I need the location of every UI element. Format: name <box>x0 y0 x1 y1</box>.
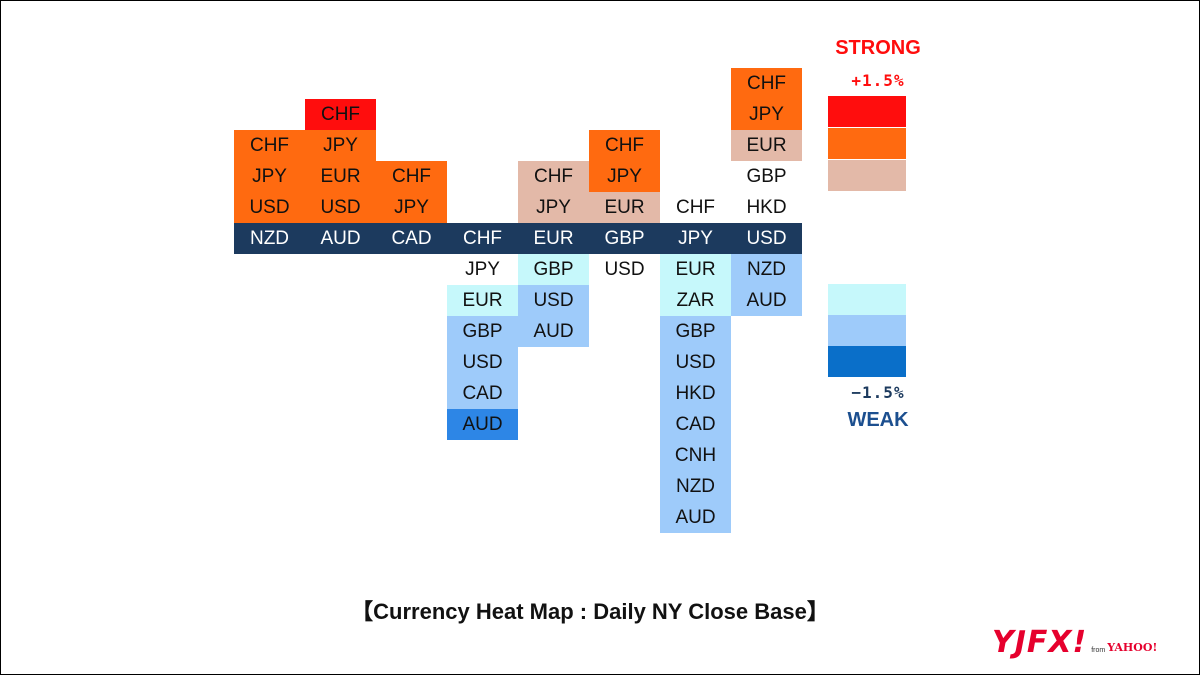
cell-eur-chf: CHF <box>518 161 589 192</box>
legend-swatch-strong-1 <box>828 96 906 127</box>
base-cell-jpy: JPY <box>660 223 731 254</box>
base-cell-eur: EUR <box>518 223 589 254</box>
cell-jpy-cnh: CNH <box>660 440 731 471</box>
cell-chf-aud: AUD <box>447 409 518 440</box>
yjfx-logo: YJFX! from YAHOO! <box>992 626 1182 658</box>
cell-usd-eur: EUR <box>731 130 802 161</box>
cell-jpy-cad: CAD <box>660 409 731 440</box>
base-cell-chf: CHF <box>447 223 518 254</box>
cell-jpy-usd: USD <box>660 347 731 378</box>
logo-from: from <box>1091 647 1106 654</box>
legend-weak-value: −1.5% <box>851 383 905 402</box>
cell-cad-chf: CHF <box>376 161 447 192</box>
base-cell-aud: AUD <box>305 223 376 254</box>
cell-cad-jpy: JPY <box>376 192 447 223</box>
cell-chf-eur: EUR <box>447 285 518 316</box>
legend-swatch-strong-2 <box>828 128 906 159</box>
base-cell-gbp: GBP <box>589 223 660 254</box>
cell-aud-eur: EUR <box>305 161 376 192</box>
cell-eur-aud: AUD <box>518 316 589 347</box>
cell-chf-gbp: GBP <box>447 316 518 347</box>
legend-swatch-strong-3 <box>828 160 906 191</box>
cell-jpy-nzd: NZD <box>660 471 731 502</box>
cell-chf-cad: CAD <box>447 378 518 409</box>
cell-aud-jpy: JPY <box>305 130 376 161</box>
legend-weak-label: WEAK <box>847 409 909 431</box>
cell-eur-gbp: GBP <box>518 254 589 285</box>
cell-eur-usd: USD <box>518 285 589 316</box>
legend-swatch-weak-2 <box>828 315 906 346</box>
cell-jpy-chf: CHF <box>660 192 731 223</box>
cell-chf-jpy: JPY <box>447 254 518 285</box>
cell-gbp-usd: USD <box>589 254 660 285</box>
cell-jpy-eur: EUR <box>660 254 731 285</box>
legend-swatch-weak-1 <box>828 284 906 315</box>
cell-aud-usd: USD <box>305 192 376 223</box>
cell-usd-hkd: HKD <box>731 192 802 223</box>
base-cell-nzd: NZD <box>234 223 305 254</box>
cell-jpy-gbp: GBP <box>660 316 731 347</box>
cell-aud-chf: CHF <box>305 99 376 130</box>
cell-usd-jpy: JPY <box>731 99 802 130</box>
base-cell-cad: CAD <box>376 223 447 254</box>
cell-chf-usd: USD <box>447 347 518 378</box>
cell-jpy-zar: ZAR <box>660 285 731 316</box>
cell-jpy-aud: AUD <box>660 502 731 533</box>
cell-usd-aud: AUD <box>731 285 802 316</box>
cell-jpy-hkd: HKD <box>660 378 731 409</box>
chart-caption: 【Currency Heat Map : Daily NY Close Base… <box>351 599 829 624</box>
cell-gbp-jpy: JPY <box>589 161 660 192</box>
cell-nzd-chf: CHF <box>234 130 305 161</box>
logo-main: YJFX! <box>992 625 1088 660</box>
cell-nzd-jpy: JPY <box>234 161 305 192</box>
cell-eur-jpy: JPY <box>518 192 589 223</box>
cell-gbp-eur: EUR <box>589 192 660 223</box>
cell-gbp-chf: CHF <box>589 130 660 161</box>
base-cell-usd: USD <box>731 223 802 254</box>
cell-usd-chf: CHF <box>731 68 802 99</box>
cell-nzd-usd: USD <box>234 192 305 223</box>
logo-yahoo: YAHOO! <box>1107 641 1158 654</box>
cell-usd-nzd: NZD <box>731 254 802 285</box>
legend-strong-value: +1.5% <box>851 71 905 90</box>
cell-usd-gbp: GBP <box>731 161 802 192</box>
legend-swatch-weak-3 <box>828 346 906 377</box>
legend-strong-label: STRONG <box>835 37 921 59</box>
